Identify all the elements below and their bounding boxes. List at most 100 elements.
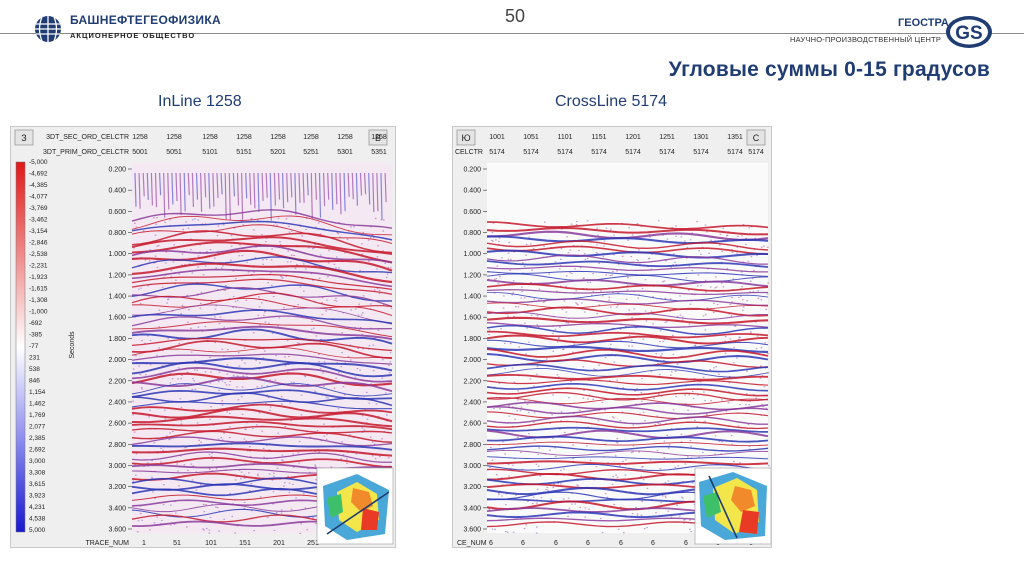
header-value: 1351 — [727, 134, 743, 141]
noise-speck — [657, 220, 660, 222]
noise-speck — [656, 449, 659, 452]
noise-speck — [560, 411, 563, 413]
noise-speck — [637, 297, 639, 299]
header-value: 5201 — [270, 149, 286, 156]
time-tick-label: 0.400 — [463, 188, 481, 195]
noise-speck — [681, 319, 684, 321]
noise-speck — [670, 371, 673, 373]
noise-speck — [213, 257, 216, 259]
noise-speck — [610, 228, 612, 230]
seismic-reflector — [131, 328, 393, 345]
seismic-reflector — [131, 451, 393, 463]
noise-speck — [560, 258, 562, 260]
noise-speck — [132, 368, 135, 370]
noise-speck — [313, 247, 316, 249]
noise-speck — [382, 359, 384, 361]
noise-speck — [276, 224, 278, 226]
noise-speck — [691, 390, 694, 393]
noise-speck — [341, 441, 343, 443]
crossline-seismic-viewer[interactable]: Ю С CELCTR 1001 1051 1101 1151 1201 1251 1301 1… — [452, 126, 772, 548]
noise-speck — [552, 394, 554, 396]
time-tick-label: 3.400 — [108, 505, 126, 512]
noise-speck — [296, 263, 298, 266]
noise-speck — [508, 475, 510, 477]
noise-speck — [507, 315, 509, 317]
noise-speck — [265, 258, 268, 260]
seismic-reflector — [131, 403, 393, 414]
seismic-reflector — [486, 382, 769, 392]
noise-speck — [536, 502, 538, 504]
noise-speck — [384, 392, 387, 394]
seismic-reflector — [131, 337, 393, 352]
noise-speck — [275, 355, 277, 357]
header-value: 5174 — [625, 149, 641, 156]
noise-speck — [385, 276, 388, 279]
noise-speck — [355, 453, 358, 455]
noise-speck — [285, 275, 288, 277]
seismic-reflector — [131, 367, 393, 383]
noise-speck — [290, 381, 293, 383]
noise-speck — [694, 344, 697, 346]
noise-speck — [724, 336, 727, 338]
noise-speck — [307, 247, 310, 249]
noise-speck — [604, 356, 607, 359]
noise-speck — [357, 314, 360, 316]
noise-speck — [286, 339, 289, 342]
noise-speck — [599, 517, 602, 520]
noise-speck — [561, 308, 564, 311]
noise-speck — [273, 475, 275, 477]
noise-speck — [194, 360, 196, 362]
header-divider — [0, 33, 1024, 34]
seismic-reflector — [486, 397, 769, 405]
noise-speck — [693, 503, 696, 506]
noise-speck — [215, 267, 218, 269]
noise-speck — [548, 273, 551, 275]
noise-speck — [154, 234, 157, 236]
noise-speck — [266, 385, 269, 387]
noise-speck — [224, 382, 226, 384]
noise-speck — [661, 353, 664, 355]
colorbar-tick-label: -385 — [29, 332, 42, 339]
noise-speck — [647, 258, 650, 260]
noise-speck — [663, 440, 666, 442]
noise-speck — [335, 267, 337, 269]
noise-speck — [670, 428, 673, 430]
seismic-reflector — [486, 373, 769, 381]
bottom-axis-value: 151 — [239, 540, 251, 547]
noise-speck — [596, 252, 599, 255]
noise-spike — [355, 172, 358, 206]
dir-east-label: В — [375, 133, 381, 143]
noise-speck — [676, 504, 678, 507]
noise-speck — [353, 226, 355, 228]
noise-speck — [552, 437, 554, 439]
noise-speck — [739, 403, 741, 406]
noise-speck — [690, 530, 692, 533]
noise-speck — [335, 300, 338, 302]
header-value: 5051 — [166, 149, 182, 156]
noise-speck — [285, 218, 288, 220]
noise-speck — [731, 249, 733, 251]
noise-speck — [245, 299, 248, 301]
noise-speck — [751, 277, 754, 280]
noise-speck — [304, 268, 307, 270]
noise-speck — [389, 351, 392, 354]
noise-speck — [387, 457, 390, 459]
noise-speck — [205, 527, 208, 530]
noise-speck — [288, 482, 291, 484]
noise-speck — [319, 254, 322, 256]
noise-speck — [576, 221, 578, 223]
noise-speck — [704, 279, 707, 281]
noise-speck — [273, 224, 275, 226]
noise-speck — [630, 339, 633, 341]
inline-seismic-svg: З В 3DT_SEC_ORD_CELCTR 3DT_PRIM_ORD_CELC… — [14, 129, 394, 547]
noise-speck — [158, 347, 161, 349]
noise-speck — [354, 308, 357, 310]
noise-speck — [689, 439, 692, 442]
noise-speck — [266, 516, 269, 519]
noise-speck — [240, 471, 243, 473]
noise-speck — [223, 432, 225, 434]
noise-speck — [595, 369, 597, 371]
inline-seismic-viewer[interactable]: З В 3DT_SEC_ORD_CELCTR 3DT_PRIM_ORD_CELC… — [10, 126, 396, 548]
noise-speck — [684, 463, 687, 465]
seismic-reflector — [131, 315, 393, 330]
